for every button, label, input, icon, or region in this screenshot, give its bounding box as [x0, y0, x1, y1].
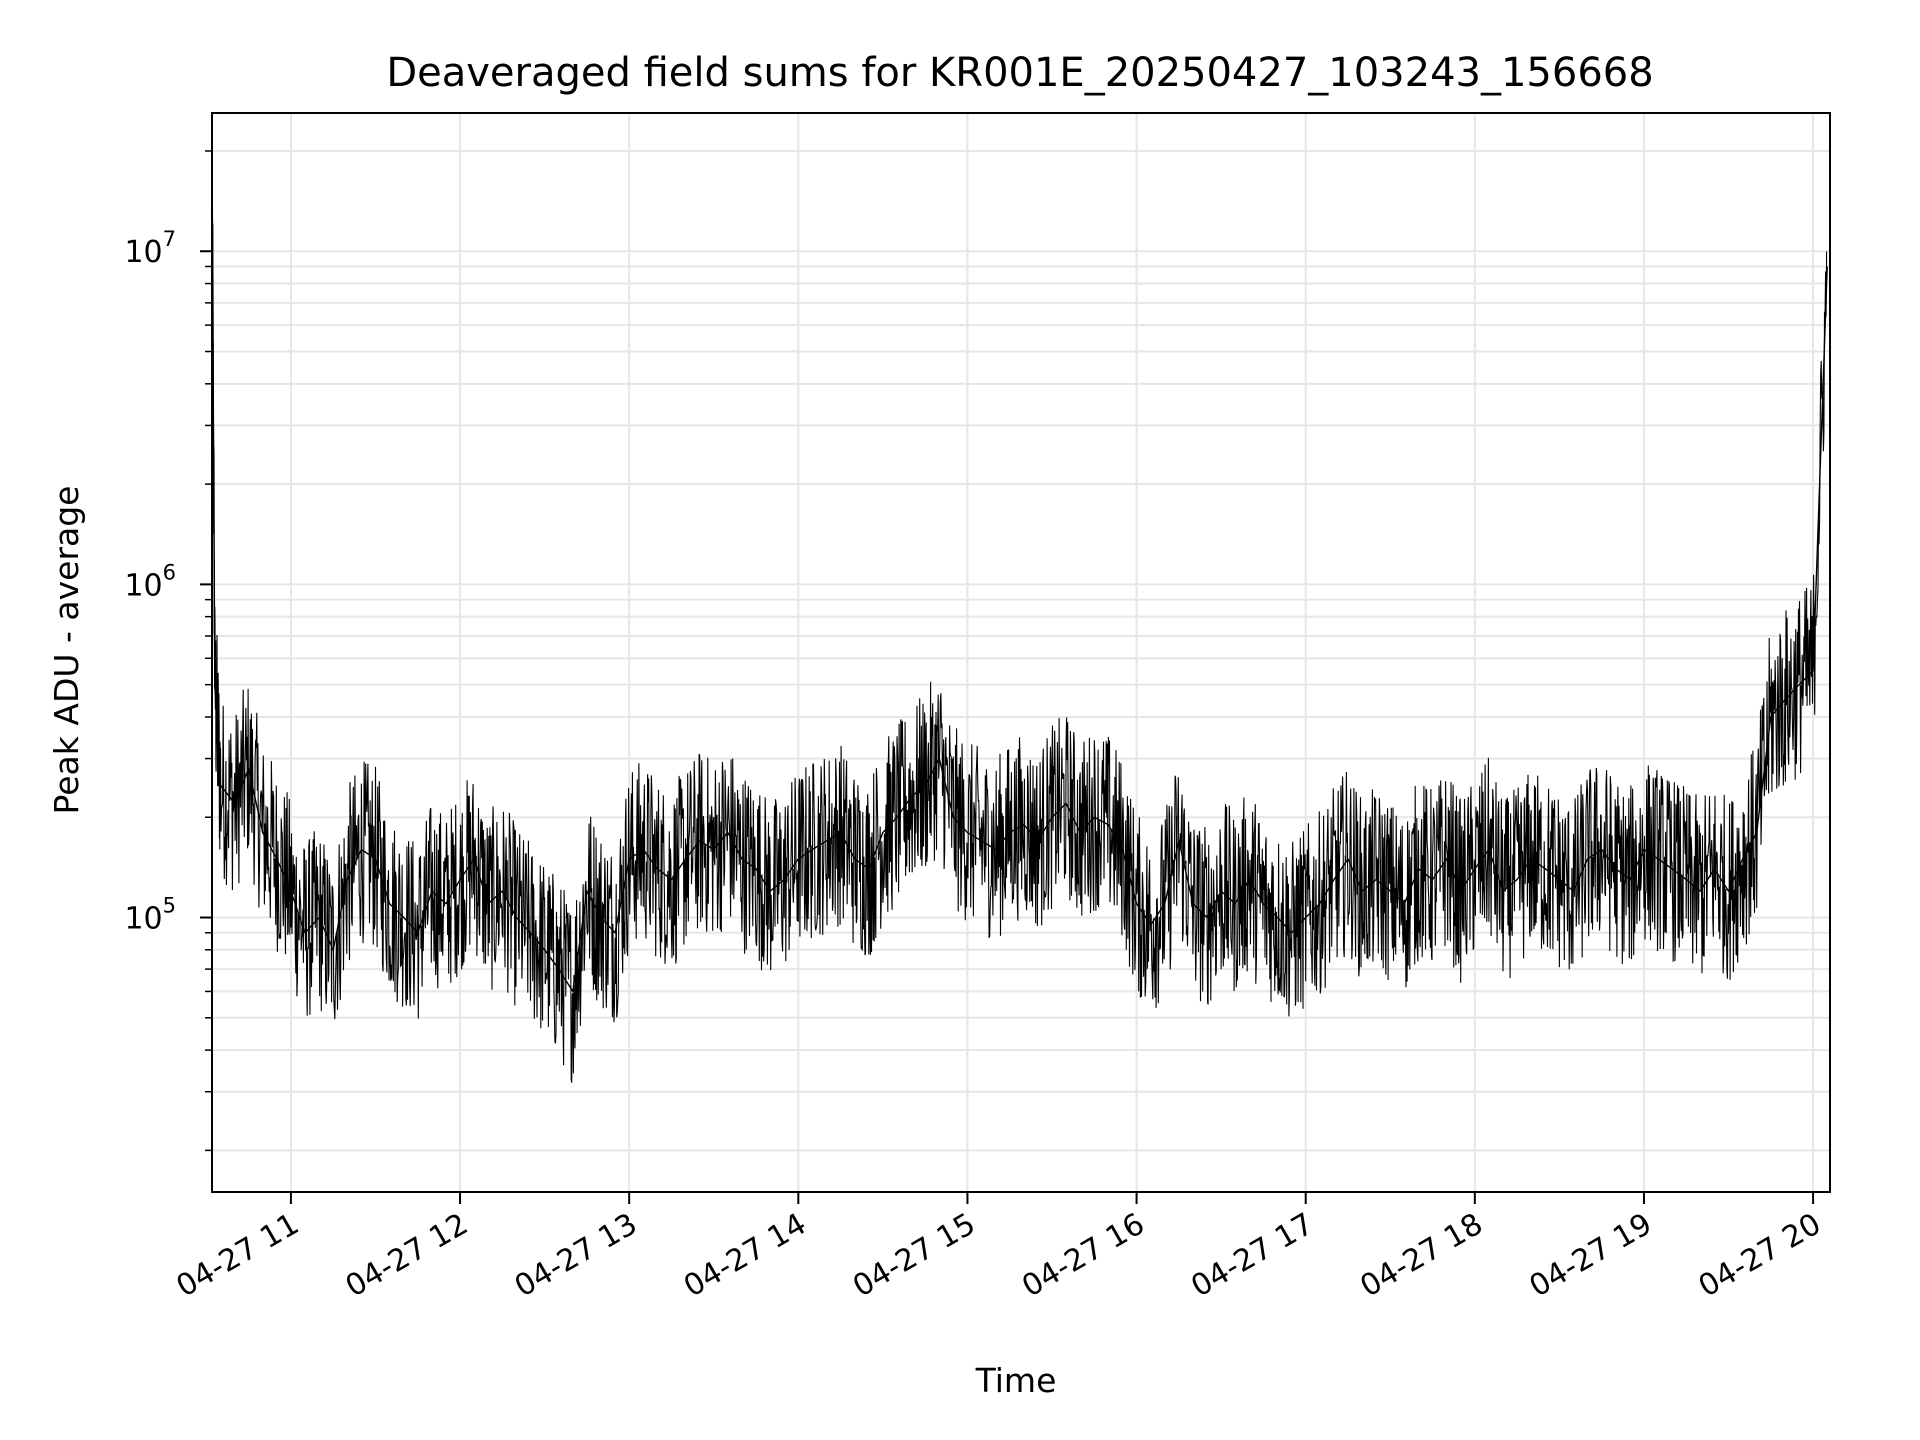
plot-area	[212, 119, 1828, 1083]
y-axis-label: Peak ADU - average	[47, 486, 86, 815]
series-noise	[212, 119, 1828, 1083]
y-tick-label: 107	[124, 227, 176, 270]
axes-frame	[211, 112, 1831, 1193]
chart-title: Deaveraged field sums for KR001E_2025042…	[386, 50, 1653, 96]
y-tick-label: 105	[124, 894, 176, 937]
x-axis-label: Time	[975, 1361, 1057, 1400]
y-tick-label: 106	[124, 560, 176, 603]
